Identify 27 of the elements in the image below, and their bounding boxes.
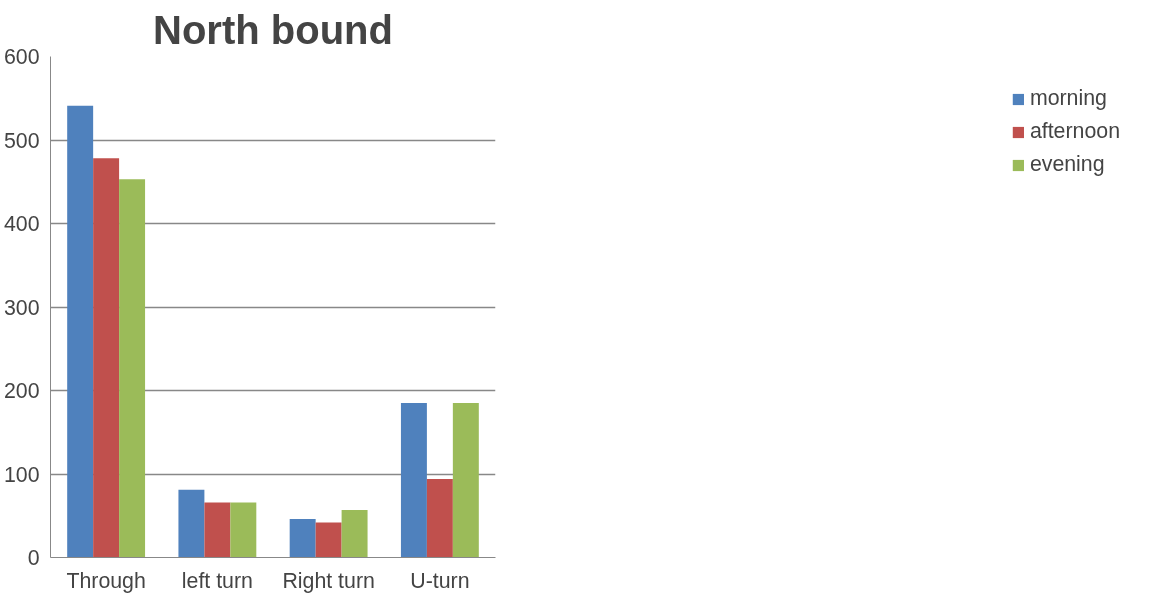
legend-label: morning <box>1029 86 1107 111</box>
bar <box>289 519 316 558</box>
y-tick-label: 400 <box>3 212 40 236</box>
bar <box>426 479 453 558</box>
chart-title: North bound <box>153 7 393 52</box>
x-tick-label: Through <box>66 568 146 593</box>
bar <box>93 158 120 558</box>
x-tick-label: left turn <box>181 568 253 593</box>
bar <box>178 489 205 558</box>
bar <box>315 522 342 558</box>
y-tick-label: 600 <box>3 45 40 69</box>
legend-label: evening <box>1029 152 1105 177</box>
y-tick-label: 500 <box>3 128 40 153</box>
y-tick-label: 300 <box>3 295 40 320</box>
legend-label: afternoon <box>1029 119 1120 144</box>
y-tick-label: 200 <box>3 379 40 403</box>
bar <box>204 502 231 558</box>
y-tick-label: 0 <box>27 546 40 570</box>
x-tick-label: U-turn <box>410 568 470 593</box>
bar <box>119 179 146 558</box>
bar <box>67 105 94 558</box>
bar <box>452 403 479 558</box>
bar <box>341 509 368 558</box>
x-tick-label: Right turn <box>282 568 375 593</box>
y-tick-label: 100 <box>3 462 40 487</box>
bar <box>230 502 257 558</box>
bar <box>400 403 427 558</box>
